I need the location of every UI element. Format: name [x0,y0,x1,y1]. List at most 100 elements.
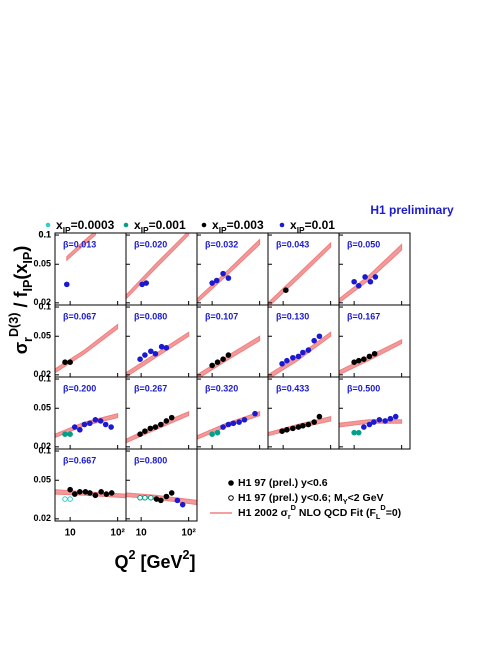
y-axis-label: σrD(3) / fIP(xIP) [7,246,35,355]
text-part: ) [11,246,31,252]
text-part: =0) [386,507,401,519]
y-tick-label: 0.05 [33,403,51,413]
panel-plot [268,413,332,437]
data-point [143,280,150,286]
text-part: IP [219,225,227,235]
fit-band [268,241,332,305]
data-point [311,337,317,344]
text-part: σ [11,342,31,354]
x-tick-label: 10² [110,528,125,539]
data-point [62,359,68,366]
data-point [225,352,232,358]
chart-title: H1 preliminary [370,203,454,217]
data-point [137,494,143,501]
data-point [209,362,215,369]
data-point [305,347,312,353]
data-point [355,429,362,436]
legend-label: H1 2002 σrD NLO QCD Fit (FLD=0) [238,503,401,521]
data-point [351,359,357,366]
data-point [316,413,323,420]
fit-band [55,323,119,374]
legend-label: xIP=0.001 [134,218,186,235]
panel-plot [55,486,126,502]
text-part: [GeV [136,552,183,572]
fit-band [197,238,261,304]
beta-label: β=0.667 [63,455,96,465]
data-point [67,431,73,438]
y-tick-label: 0.1 [38,445,51,455]
y-tick-label: 0.02 [33,441,51,451]
panel-plot [126,331,190,377]
data-point [179,501,186,508]
y-tick-label: 0.1 [38,301,51,311]
data-point [108,490,115,496]
data-point [71,424,78,430]
data-point [213,277,220,284]
data-point [355,357,362,364]
data-point [102,421,109,428]
text-part: Y [343,497,348,506]
data-point [252,410,258,417]
y-tick-label: 0.02 [33,369,51,379]
data-point [98,489,104,495]
data-point [295,353,302,360]
text-part: =0.0003 [71,218,115,232]
data-point [97,418,104,424]
data-point [305,421,312,428]
text-part: 2 [128,548,135,562]
data-point [371,419,377,425]
legend-marker [201,222,207,228]
text-part: Q [114,552,128,572]
data-point [92,492,99,499]
panel-plot [126,490,197,508]
data-point [174,497,181,504]
beta-label: β=0.500 [347,383,380,393]
text-part: r [21,337,35,342]
data-point [77,426,83,433]
beta-label: β=0.320 [205,383,238,393]
data-point [163,345,170,351]
legend-marker [228,495,234,501]
data-point [241,417,248,423]
text-part: IP [21,280,35,292]
text-part: r [288,512,291,521]
panel-plot [197,238,261,304]
data-point [311,419,317,425]
x-axis-label: Q2 [GeV2] [114,548,195,571]
text-part: NLO QCD Fit (F [296,507,376,519]
data-point [62,431,68,438]
panel-plot [55,412,119,438]
data-point [214,429,221,436]
data-point [392,413,399,420]
legend-marker [228,480,234,486]
x-tick-label: 10² [181,528,196,539]
data-point [163,493,170,500]
data-point [295,424,302,430]
panel-frame [338,376,411,450]
data-point [290,354,296,361]
panel-plot [63,233,96,288]
data-point [67,496,73,502]
text-part: x [134,218,141,232]
data-point [142,352,148,358]
legend-label: xIP=0.01 [290,218,335,235]
data-point [158,421,164,428]
legend-marker [45,222,51,228]
panel-plot [339,338,403,376]
beta-label: β=0.130 [276,311,309,321]
data-point [147,425,154,432]
data-point [152,424,159,430]
text-part: x [212,218,219,232]
data-point [137,356,143,362]
data-point [355,282,362,289]
data-point [142,494,148,501]
data-point [87,490,93,496]
beta-label: β=0.020 [134,239,167,249]
legend-label: H1 97 (prel.) y<0.6 [238,477,328,489]
beta-label: β=0.032 [205,239,238,249]
data-point [108,424,114,430]
text-part: IP [297,225,305,235]
data-point [152,350,159,357]
data-point [361,356,367,362]
